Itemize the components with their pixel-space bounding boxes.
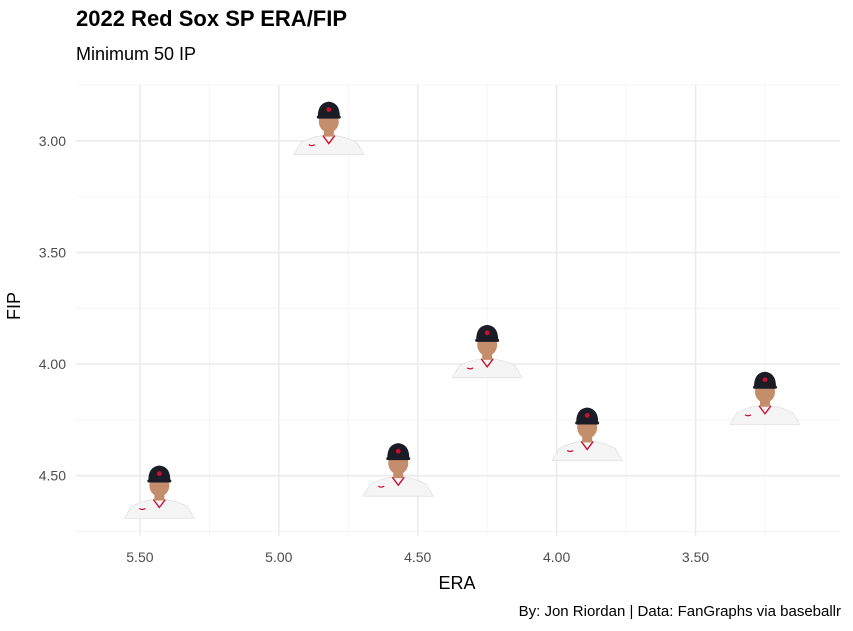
x-axis-ticks: 5.50 5.00 4.50 4.00 3.50 <box>126 549 709 565</box>
y-tick-label: 4.00 <box>39 356 66 372</box>
chart-caption: By: Jon Riordan | Data: FanGraphs via ba… <box>518 603 841 620</box>
x-axis-title: ERA <box>438 573 475 593</box>
y-tick-label: 3.00 <box>39 133 66 149</box>
y-axis-title: FIP <box>4 292 24 320</box>
chart-title: 2022 Red Sox SP ERA/FIP <box>76 6 348 31</box>
y-tick-label: 3.50 <box>39 244 66 260</box>
player-headshot-marker <box>123 465 195 519</box>
player-headshot-marker <box>362 443 434 497</box>
player-headshot-marker <box>293 101 365 155</box>
x-tick-label: 4.00 <box>543 549 570 565</box>
x-tick-label: 3.50 <box>682 549 709 565</box>
y-tick-label: 4.50 <box>39 468 66 484</box>
x-tick-label: 5.00 <box>265 549 292 565</box>
player-headshot-marker <box>451 324 523 379</box>
x-tick-label: 5.50 <box>126 549 153 565</box>
player-headshot-marker <box>729 371 801 426</box>
player-headshot-marker <box>551 407 623 461</box>
x-tick-label: 4.50 <box>404 549 431 565</box>
grid-lines <box>76 84 840 536</box>
chart-subtitle: Minimum 50 IP <box>76 44 197 64</box>
y-axis-ticks: 3.00 3.50 4.00 4.50 <box>39 133 66 484</box>
data-points <box>123 101 801 519</box>
